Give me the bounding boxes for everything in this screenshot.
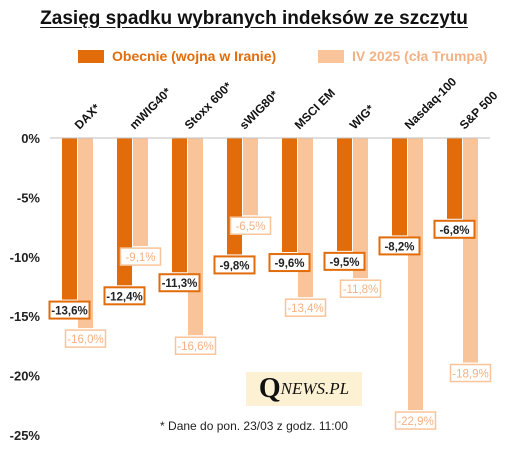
y-tick-label: 0% (21, 131, 40, 146)
bar-now (62, 138, 77, 300)
data-label-box-past (229, 216, 272, 235)
data-label-now: -9,5% (329, 257, 359, 269)
legend-swatch-now (78, 49, 104, 63)
category-label: Nasdaq-100 (402, 74, 460, 132)
data-label-past: -22,9% (397, 416, 433, 428)
bar-past (463, 138, 478, 363)
data-label-box-now (378, 236, 421, 256)
footnote: * Dane do pon. 23/03 z godz. 11:00 (160, 419, 348, 433)
data-label-past: -16,6% (177, 341, 213, 353)
legend-item-now: Obecnie (wojna w Iranie) (78, 48, 276, 64)
data-label-now: -11,3% (162, 278, 198, 290)
legend-label-past: IV 2025 (cła Trumpa) (352, 48, 488, 64)
category-label: sWIG80* (237, 88, 282, 133)
logo-text: NEWS.PL (280, 379, 350, 398)
category-label: mWIG40* (127, 85, 174, 132)
data-label-box-past (284, 298, 327, 317)
bar-past (78, 138, 93, 329)
bar-now (282, 138, 297, 253)
category-label: S&P 500 (457, 88, 501, 132)
bar-past (243, 138, 258, 216)
y-tick-label: -5% (17, 190, 41, 205)
bar-now (392, 138, 407, 236)
bar-now (447, 138, 462, 219)
bar-past (133, 138, 148, 247)
data-label-now: -6,8% (439, 225, 469, 237)
bar-now (172, 138, 187, 273)
bar-past (188, 138, 203, 336)
data-label-box-now (268, 253, 311, 273)
data-label-box-now (433, 219, 476, 239)
data-label-box-past (174, 336, 217, 355)
category-label: WIG* (347, 102, 377, 132)
bar-now (337, 138, 352, 251)
data-label-past: -11,8% (343, 284, 379, 296)
data-label-now: -9,8% (219, 260, 249, 272)
data-label-past: -18,9% (452, 369, 488, 381)
data-label-past: -13,4% (287, 303, 323, 315)
data-label-now: -9,6% (274, 258, 304, 270)
data-label-box-now (103, 286, 146, 306)
chart-title: Zasięg spadku wybranych indeksów ze szcz… (40, 8, 468, 29)
logo-q: Q (258, 373, 281, 404)
data-label-past: -16,0% (67, 334, 103, 346)
y-tick-label: -25% (10, 428, 41, 443)
data-label-now: -8,2% (384, 241, 414, 253)
legend-swatch-past (318, 49, 344, 63)
data-label-box-past (339, 279, 382, 298)
data-label-now: -12,4% (106, 291, 142, 303)
category-label: Stoxx 600* (182, 79, 235, 132)
data-label-now: -13,6% (51, 306, 87, 318)
data-label-box-now (323, 251, 366, 271)
y-tick-label: -20% (10, 369, 41, 384)
data-label-past: -6,5% (235, 221, 265, 233)
legend: Obecnie (wojna w Iranie) IV 2025 (cła Tr… (0, 48, 508, 68)
legend-item-past: IV 2025 (cła Trumpa) (318, 48, 487, 64)
category-label: DAX* (72, 101, 103, 132)
category-label: MSCI EM (292, 86, 338, 132)
data-label-box-now (158, 273, 201, 293)
data-label-box-now (48, 300, 91, 320)
bar-past (298, 138, 313, 298)
legend-label-now: Obecnie (wojna w Iranie) (112, 48, 277, 64)
bar-now (227, 138, 242, 255)
data-label-box-past (449, 363, 492, 383)
bar-past (408, 138, 423, 411)
data-label-box-past (119, 247, 162, 266)
y-tick-label: -15% (10, 309, 41, 324)
data-label-box-now (213, 255, 256, 275)
data-label-box-past (64, 329, 107, 348)
data-label-past: -9,1% (125, 252, 155, 264)
y-tick-label: -10% (10, 250, 41, 265)
data-label-box-past (394, 411, 437, 430)
qnews-logo: Q NEWS.PL (246, 372, 362, 406)
bar-past (353, 138, 368, 279)
